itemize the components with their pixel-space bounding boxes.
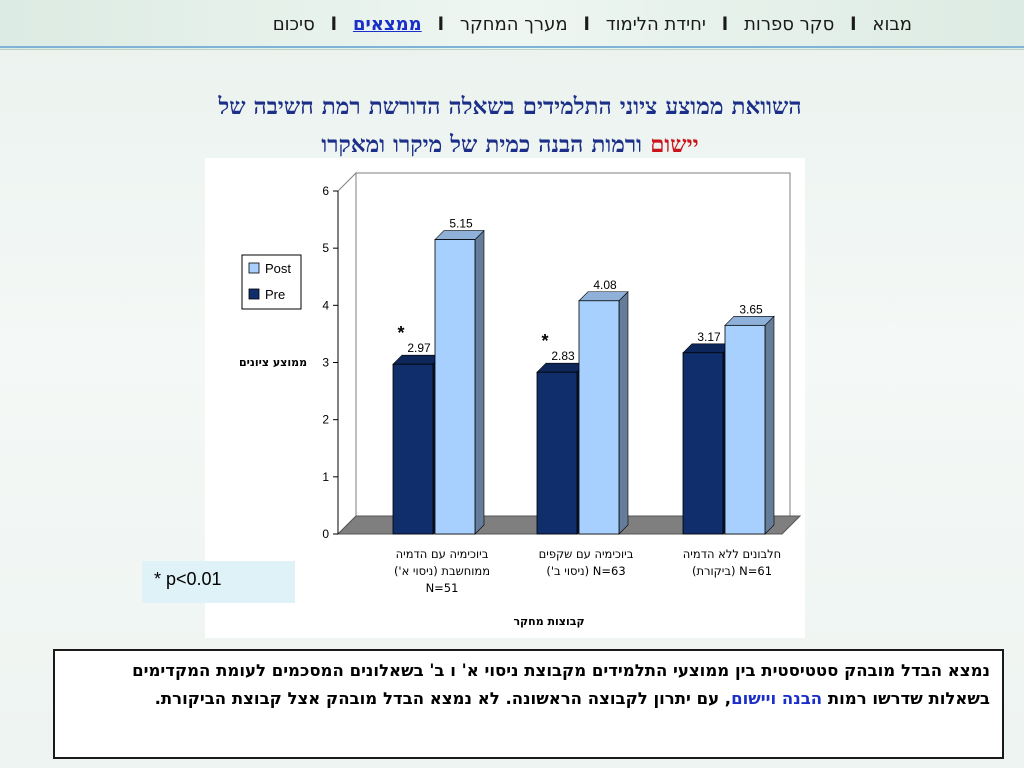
conclusion-word-application: יישום	[731, 689, 771, 708]
legend-label-post: Post	[265, 261, 291, 276]
nav-item-intro[interactable]: מבוא	[872, 14, 912, 35]
nav-separator: l	[437, 14, 444, 35]
nav-item-findings[interactable]: ממצאים	[352, 14, 422, 35]
bar-top-post	[724, 316, 775, 326]
bar-chart: 0 1 2 3 4 5 6 ממוצע ציונים 2.97 5.15 * ביוכימיה עם …	[239, 171, 802, 628]
nav-item-literature-review[interactable]: סקר ספרות	[744, 14, 835, 35]
y-axis-tick-label: 0	[322, 527, 329, 541]
title-line-2: יישום ורמות הבנה כמית של מיקרו ומאקרו	[80, 126, 940, 164]
bar-pre	[392, 363, 434, 535]
y-axis-tick-label: 1	[322, 470, 329, 484]
data-label-post: 3.65	[739, 302, 763, 316]
x-axis-label: קבוצות מחקר	[513, 615, 584, 628]
x-category-label: N=51	[426, 581, 459, 595]
title-highlight-application: יישום	[650, 131, 699, 158]
x-category-label: ביוכימיה עם שקפים	[539, 547, 634, 561]
nav-item-summary[interactable]: סיכום	[272, 14, 315, 35]
data-label-pre: 3.17	[697, 330, 721, 344]
y-axis-tick-label: 5	[322, 241, 329, 255]
conclusion-word-and: ו	[770, 689, 777, 708]
significance-marker: *	[541, 331, 548, 351]
nav-item-learning-unit[interactable]: יחידת הלימוד	[605, 14, 706, 35]
y-axis-label: ממוצע ציונים	[239, 356, 307, 369]
data-label-post: 5.15	[449, 217, 473, 231]
bar-top-post	[578, 291, 629, 302]
nav-separator: l	[850, 14, 857, 35]
legend-swatch-pre	[248, 288, 260, 300]
x-category-label: ממוחשבת (ניסוי א')	[394, 564, 490, 578]
y-axis-tick-label: 6	[322, 184, 329, 198]
conclusion-word-understanding: הבנה	[781, 689, 823, 708]
bar-pre	[536, 371, 578, 535]
data-label-pre: 2.97	[407, 341, 431, 355]
top-bar-divider	[0, 46, 1024, 48]
bar-post	[724, 324, 766, 535]
bar-post	[578, 300, 620, 535]
x-category-label: N=61 (ביקורת)	[692, 564, 772, 578]
chart-side-wall	[337, 171, 357, 536]
y-axis-tick-label: 3	[322, 356, 329, 370]
conclusion-text-part2: , עם יתרון לקבוצה הראשונה. לא נמצא הבדל …	[154, 689, 732, 708]
nav-separator: l	[330, 14, 337, 35]
x-category-label: חלבונים ללא הדמיה	[683, 547, 781, 561]
nav-separator: l	[583, 14, 590, 35]
bar-side-post	[474, 229, 485, 535]
title-line-2-rest: ורמות הבנה כמית של מיקרו ומאקרו	[321, 131, 643, 158]
conclusion-box: נמצא הבדל מובהק סטטיסטית בין ממוצעי התלמ…	[53, 649, 1004, 759]
x-category-label: ביוכימיה עם הדמיה	[396, 547, 489, 561]
chart-panel: 0 1 2 3 4 5 6 ממוצע ציונים 2.97 5.15 * ביוכימיה עם …	[205, 158, 805, 638]
nav-item-research-design[interactable]: מערך המחקר	[459, 14, 568, 35]
nav-separator: l	[721, 14, 729, 35]
slide-title: השוואת ממוצע ציוני התלמידים בשאלה הדורשת…	[80, 88, 940, 164]
bar-post	[434, 239, 476, 535]
legend-label-pre: Pre	[265, 287, 285, 302]
bar-top-post	[434, 230, 485, 240]
main-navigation: מבוא l סקר ספרות l יחידת הלימוד l מערך ה…	[271, 14, 914, 35]
significance-marker: *	[397, 323, 404, 343]
bar-pre	[682, 352, 724, 535]
significance-note: * p<0.01	[142, 561, 295, 603]
legend-swatch-post	[248, 262, 260, 274]
data-label-pre: 2.83	[551, 349, 575, 363]
bar-side-post	[764, 315, 775, 535]
title-line-1: השוואת ממוצע ציוני התלמידים בשאלה הדורשת…	[218, 93, 802, 120]
y-axis-tick-label: 4	[322, 298, 329, 312]
data-label-post: 4.08	[593, 278, 617, 292]
y-axis-tick-label: 2	[322, 413, 329, 427]
conclusion-text-part1: נמצא הבדל מובהק סטטיסטית בין ממוצעי התלמ…	[132, 661, 990, 708]
top-navigation-bar: מבוא l סקר ספרות l יחידת הלימוד l מערך ה…	[0, 0, 1024, 50]
x-category-label: N=63 (ניסוי ב')	[546, 564, 625, 578]
bar-side-post	[618, 291, 629, 535]
